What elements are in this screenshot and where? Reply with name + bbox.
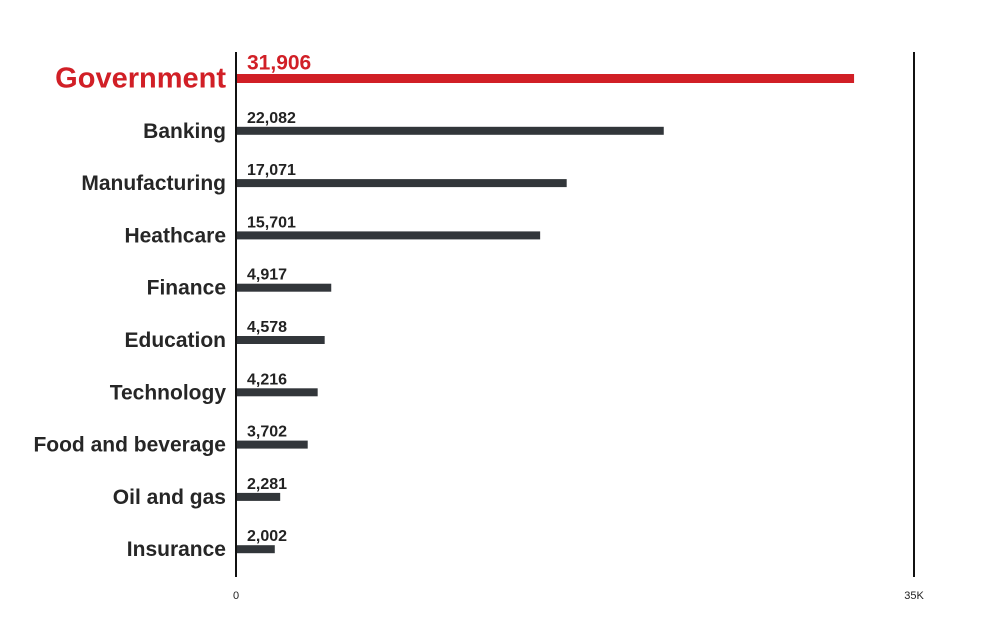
value-label: 4,216 <box>247 371 287 388</box>
value-label: 4,578 <box>247 319 287 336</box>
bar-oil-and-gas <box>236 492 281 501</box>
bar-banking <box>236 126 664 135</box>
value-label: 22,082 <box>247 110 296 127</box>
value-label: 15,701 <box>247 214 296 231</box>
category-label: Manufacturing <box>81 172 226 195</box>
bar-government <box>236 74 855 83</box>
bar-technology <box>236 388 318 397</box>
bar-finance <box>236 283 332 292</box>
bar-manufacturing <box>236 179 567 188</box>
category-label: Heathcare <box>124 224 226 247</box>
category-label: Banking <box>143 120 226 143</box>
category-label: Oil and gas <box>113 486 226 509</box>
bar-insurance <box>236 545 275 554</box>
category-label: Insurance <box>127 538 226 561</box>
category-label: Technology <box>110 381 227 404</box>
value-label: 31,906 <box>247 52 311 75</box>
x-tick-label: 0 <box>233 590 239 602</box>
value-label: 4,917 <box>247 267 287 284</box>
value-label: 17,071 <box>247 162 296 179</box>
bar-heathcare <box>236 231 541 240</box>
category-label: Finance <box>147 277 226 300</box>
value-label: 2,002 <box>247 528 287 545</box>
value-label: 2,281 <box>247 476 287 493</box>
bar-education <box>236 336 325 344</box>
category-label: Education <box>124 329 226 352</box>
value-label: 3,702 <box>247 424 287 441</box>
category-label: Food and beverage <box>33 434 226 457</box>
x-tick-label: 35K <box>904 590 924 602</box>
category-label: Government <box>55 63 226 95</box>
bar-food-and-beverage <box>236 440 308 449</box>
